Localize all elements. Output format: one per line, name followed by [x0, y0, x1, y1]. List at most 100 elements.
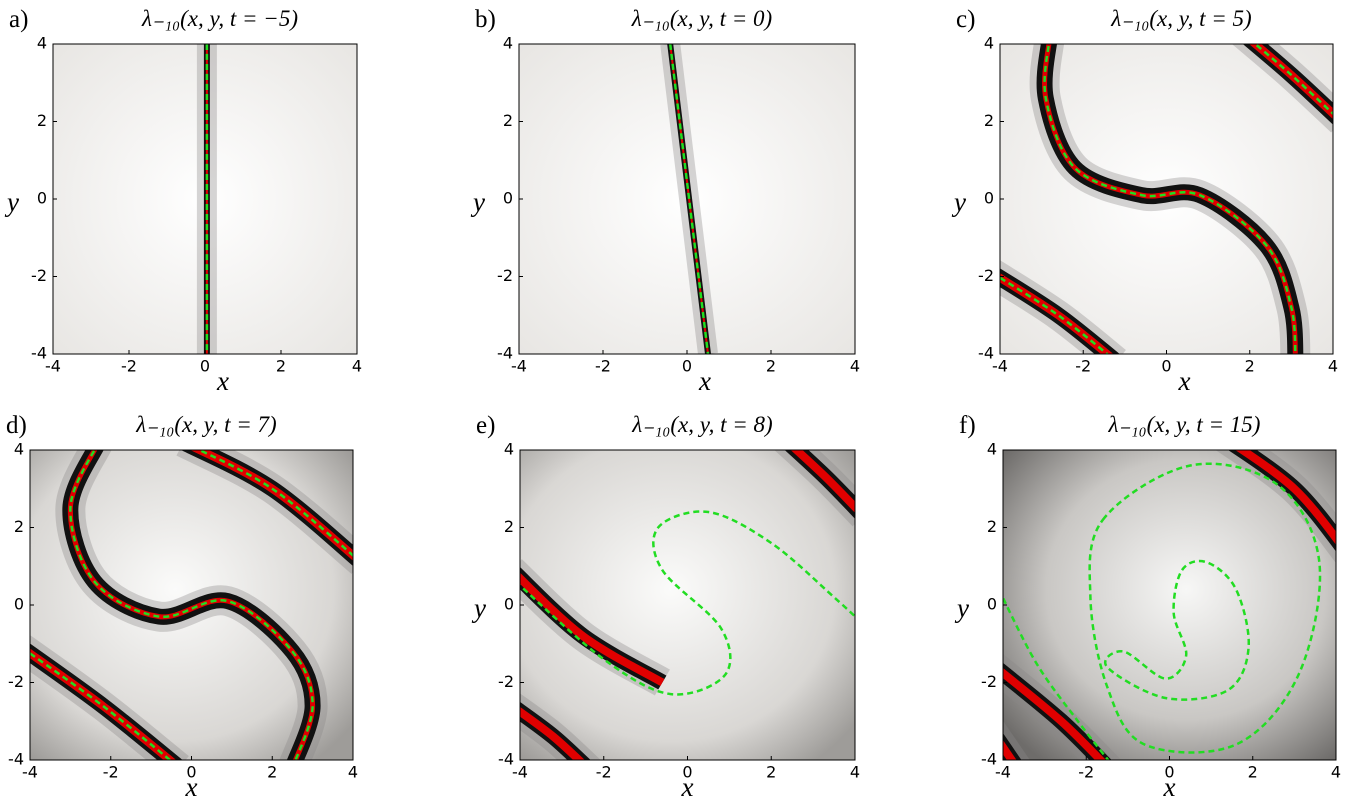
y-tick-label: 2: [984, 111, 994, 130]
red-ridge: [1003, 740, 1017, 760]
x-tick-label: 0: [682, 763, 692, 782]
green-contour: [520, 510, 855, 696]
x-tick-label: 0: [200, 357, 210, 376]
x-tick-label: -2: [121, 357, 137, 376]
y-axis-label: y: [470, 187, 485, 217]
field-features: [30, 450, 353, 760]
x-tick-label: 4: [850, 763, 860, 782]
red-ridge: [1235, 450, 1336, 545]
panel-label: b): [475, 6, 496, 33]
red-ridge: [790, 450, 855, 513]
y-tick-label: 4: [503, 34, 513, 53]
x-axis-label: x: [1163, 772, 1176, 802]
x-tick-label: 2: [267, 763, 277, 782]
x-tick-label: -4: [512, 763, 528, 782]
x-tick-label: 2: [1245, 357, 1255, 376]
panel-label: f): [959, 412, 976, 439]
green-contour: [668, 44, 710, 354]
panel-title: λ₋₁₀(x, y, t = −5): [141, 6, 298, 31]
green-contour: [1043, 44, 1297, 354]
y-tick-label: -4: [981, 750, 997, 769]
y-tick-label: 0: [504, 595, 514, 614]
x-tick-label: 4: [1331, 763, 1341, 782]
y-tick-label: -4: [31, 344, 47, 363]
panel-title: λ₋₁₀(x, y, t = 15): [1108, 412, 1261, 437]
green-contour: [30, 651, 172, 760]
red-ridge: [520, 572, 665, 686]
x-axis-label: x: [1178, 366, 1191, 396]
x-tick-label: 0: [682, 357, 692, 376]
x-tick-label: 2: [766, 763, 776, 782]
green-contour: [1253, 44, 1333, 116]
x-tick-label: 2: [1248, 763, 1258, 782]
y-axis-label: y: [954, 593, 969, 623]
x-tick-label: -2: [1075, 357, 1091, 376]
x-axis-label: x: [216, 366, 229, 396]
y-tick-label: 0: [37, 189, 47, 208]
y-tick-label: -4: [978, 344, 994, 363]
panel-title: λ₋₁₀(x, y, t = 5): [1110, 6, 1251, 31]
y-axis-label: y: [951, 187, 966, 217]
y-tick-label: 2: [503, 111, 513, 130]
x-tick-label: 0: [1164, 763, 1174, 782]
x-tick-label: 2: [276, 357, 286, 376]
panel-label: c): [956, 6, 975, 33]
x-tick-label: 0: [186, 763, 196, 782]
x-tick-label: 2: [766, 357, 776, 376]
y-tick-label: 0: [987, 595, 997, 614]
green-contour: [1104, 559, 1250, 701]
y-tick-label: -4: [497, 344, 513, 363]
y-tick-label: 4: [987, 440, 997, 459]
y-tick-label: 0: [14, 595, 24, 614]
panel-label: d): [6, 412, 27, 439]
x-axis-label: x: [681, 772, 694, 802]
field-features: [1003, 450, 1336, 760]
green-contour: [69, 450, 314, 760]
y-axis-label: y: [471, 593, 486, 623]
panel-title: λ₋₁₀(x, y, t = 0): [631, 6, 772, 31]
x-tick-label: -2: [595, 357, 611, 376]
x-tick-label: -4: [992, 357, 1008, 376]
y-tick-label: 0: [503, 189, 513, 208]
panel: -4 -2 0 2 4 -4 -2 0 2 4 c) λ₋₁₀(x, y, t = 5) x y: [951, 6, 1338, 396]
heatmap-background: [520, 450, 855, 760]
x-tick-label: -4: [995, 763, 1011, 782]
x-tick-label: -2: [1078, 763, 1094, 782]
y-tick-label: -2: [498, 672, 514, 691]
y-tick-label: -2: [981, 672, 997, 691]
x-tick-label: 4: [1328, 357, 1338, 376]
panel: -4 -2 0 2 4 -4 -2 0 2 4 e) λ₋₁₀(x, y, t = 8) x y: [471, 412, 860, 802]
x-tick-label: 4: [348, 763, 358, 782]
red-ridge: [520, 706, 585, 760]
y-tick-label: 0: [984, 189, 994, 208]
panel-title: λ₋₁₀(x, y, t = 7): [135, 412, 276, 437]
green-contour: [1088, 462, 1322, 754]
y-axis-label: y: [4, 187, 19, 217]
x-tick-label: 4: [850, 357, 860, 376]
x-tick-label: -4: [45, 357, 61, 376]
panel: -4 -2 0 2 4 -4 -2 0 2 4 a) λ₋₁₀(x, y, t = −5) x y: [4, 6, 362, 396]
x-tick-label: -2: [596, 763, 612, 782]
field-features: [520, 450, 855, 760]
field-features: [1000, 44, 1333, 354]
y-tick-label: -2: [31, 266, 47, 285]
x-tick-label: 0: [1161, 357, 1171, 376]
x-tick-label: 4: [352, 357, 362, 376]
red-ridge: [1003, 668, 1107, 760]
green-contour: [196, 450, 353, 558]
y-tick-label: -2: [497, 266, 513, 285]
panel-label: e): [476, 412, 495, 439]
y-tick-label: -2: [978, 266, 994, 285]
y-tick-label: 2: [14, 517, 24, 536]
panel-label: a): [9, 6, 28, 33]
y-tick-label: 4: [37, 34, 47, 53]
y-tick-label: -4: [8, 750, 24, 769]
y-tick-label: 4: [984, 34, 994, 53]
red-ridge: [1000, 273, 1114, 354]
y-tick-label: 2: [504, 517, 514, 536]
y-tick-label: 2: [37, 111, 47, 130]
x-tick-label: -4: [511, 357, 527, 376]
panel: -4 -2 0 2 4 -4 -2 0 2 4 f) λ₋₁₀(x, y, t = 15) x y: [954, 412, 1341, 802]
